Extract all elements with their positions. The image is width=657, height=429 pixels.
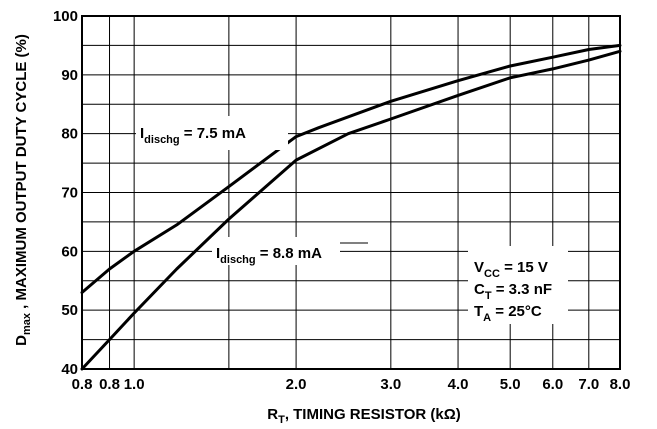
label-7-5-background bbox=[136, 116, 288, 150]
y-axis-title: Dmax , MAXIMUM OUTPUT DUTY CYCLE (%) bbox=[13, 34, 33, 346]
condition-ct: CT = 3.3 nF bbox=[474, 281, 552, 302]
conditions-background bbox=[468, 246, 568, 324]
label-8-8-background bbox=[212, 237, 340, 265]
y-tick-label: 40 bbox=[61, 361, 78, 378]
condition-vcc: VCC = 15 V bbox=[474, 259, 548, 280]
condition-ta: TA = 25°C bbox=[474, 303, 542, 324]
x-tick-label: 4.0 bbox=[448, 376, 469, 393]
x-tick-label: 1.0 bbox=[124, 376, 145, 393]
x-tick-label: 0.8 bbox=[99, 376, 120, 393]
x-tick-label: 6.0 bbox=[542, 376, 563, 393]
y-tick-label: 70 bbox=[61, 185, 78, 202]
series-lines bbox=[80, 43, 622, 371]
y-tick-labels: 40 50 60 70 80 90 100 bbox=[53, 8, 78, 378]
x-tick-label: 2.0 bbox=[286, 376, 307, 393]
x-axis-title: RT, TIMING RESISTOR (kΩ) bbox=[267, 406, 461, 426]
x-tick-label: 8.0 bbox=[610, 376, 631, 393]
x-tick-label: 7.0 bbox=[578, 376, 599, 393]
y-tick-label: 50 bbox=[61, 302, 78, 319]
series-label-8-8ma: Idischg = 8.8 mA bbox=[216, 245, 322, 266]
x-tick-labels: 0.8 0.8 1.0 2.0 3.0 4.0 5.0 6.0 7.0 8.0 bbox=[72, 376, 631, 393]
plot-frame bbox=[81, 15, 621, 370]
y-tick-label: 90 bbox=[61, 67, 78, 84]
y-tick-label: 80 bbox=[61, 126, 78, 143]
y-tick-label: 100 bbox=[53, 8, 78, 25]
y-tick-label: 60 bbox=[61, 243, 78, 260]
series-line-1 bbox=[80, 43, 622, 294]
annotations: Idischg = 7.5 mA Idischg = 8.8 mA VCC = … bbox=[136, 116, 568, 324]
series-line-2 bbox=[80, 49, 622, 371]
x-tick-label: 0.8 bbox=[72, 376, 93, 393]
x-tick-label: 5.0 bbox=[500, 376, 521, 393]
series-label-7-5ma: Idischg = 7.5 mA bbox=[140, 125, 246, 146]
x-tick-label: 3.0 bbox=[380, 376, 401, 393]
